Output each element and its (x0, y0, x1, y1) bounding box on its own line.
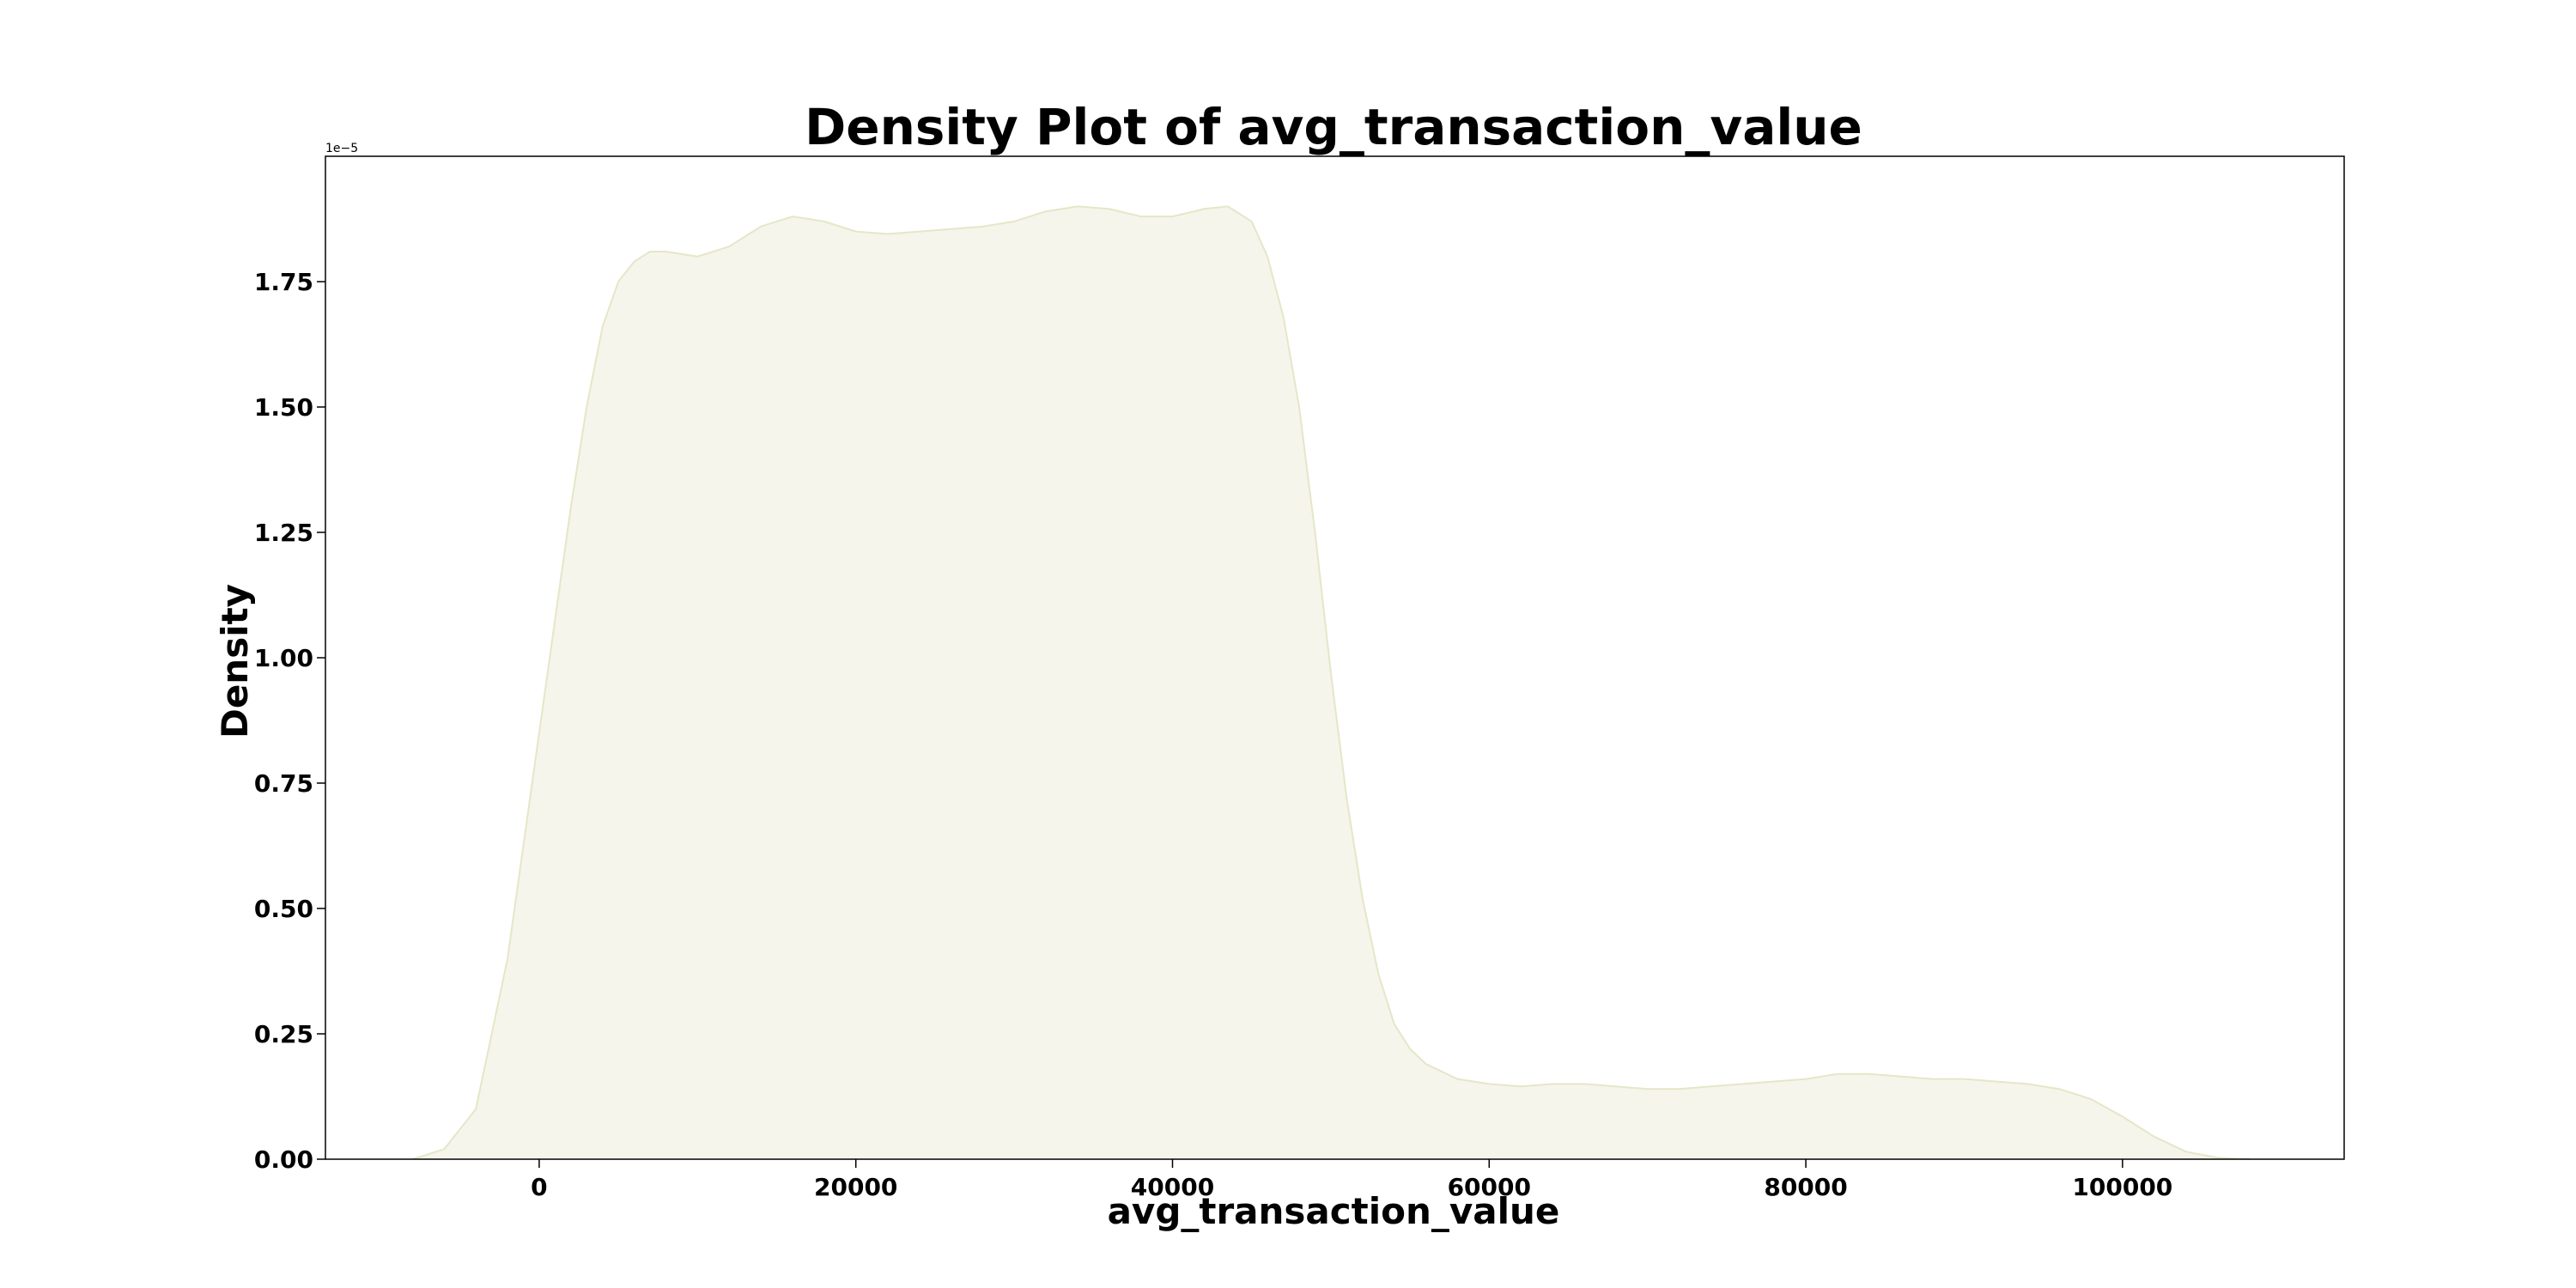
y-axis-offset-label: 1e−5 (325, 142, 358, 155)
y-tick-label: 1.00 (254, 644, 313, 672)
y-tick-label: 0.00 (254, 1145, 313, 1174)
y-tick-label: 0.75 (254, 769, 313, 798)
y-tick-label: 1.50 (254, 393, 313, 422)
x-tick-label: 20000 (814, 1173, 897, 1201)
x-axis-label: avg_transaction_value (1108, 1190, 1560, 1232)
chart-title: Density Plot of avg_transaction_value (805, 98, 1862, 156)
x-tick-label: 100000 (2072, 1173, 2172, 1201)
y-axis-label: Density (214, 584, 256, 738)
y-tick-label: 1.75 (254, 268, 313, 296)
y-tick-label: 0.25 (254, 1020, 313, 1048)
y-tick-label: 0.50 (254, 895, 313, 923)
y-tick-label: 1.25 (254, 519, 313, 547)
x-tick-label: 0 (531, 1173, 547, 1201)
y-axis: 0.00 0.25 0.50 0.75 1.00 1.25 1.50 1.75 (254, 268, 325, 1174)
density-area-0 (412, 206, 2249, 1159)
x-tick-label: 80000 (1764, 1173, 1847, 1201)
